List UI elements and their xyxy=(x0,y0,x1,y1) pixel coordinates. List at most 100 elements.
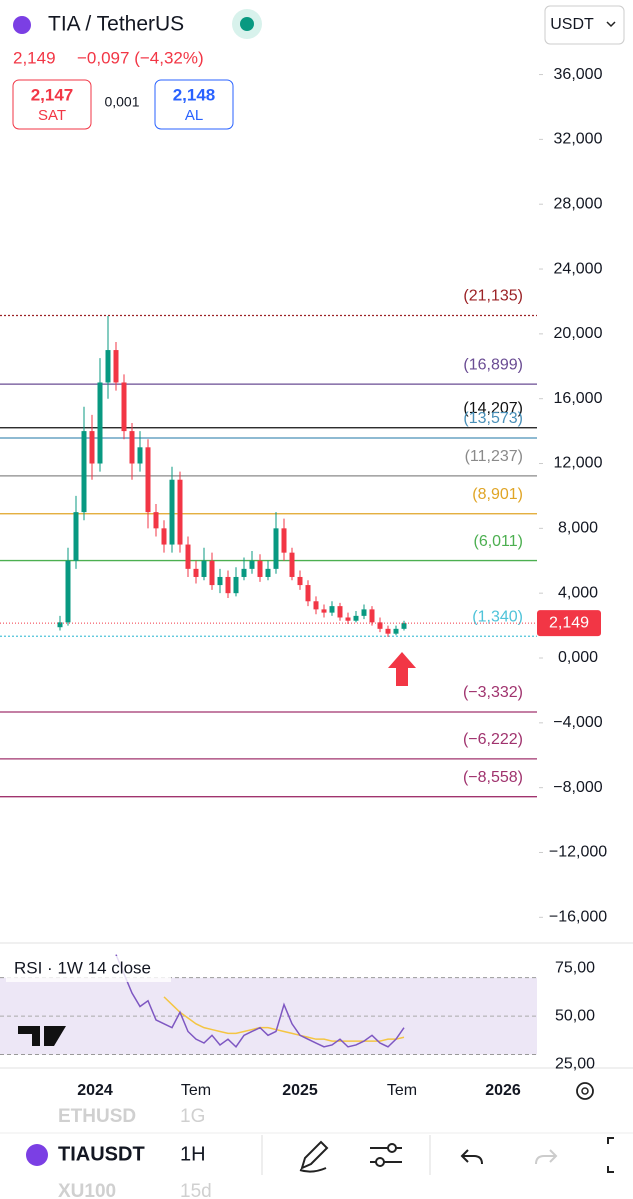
rsi-tick-label: 50,00 xyxy=(555,1007,595,1024)
candle-body xyxy=(121,382,127,432)
toolbar-symbol-icon xyxy=(26,1144,48,1166)
fib-label: (−6,222) xyxy=(463,731,523,748)
candle-body xyxy=(89,431,95,464)
candle-body xyxy=(217,576,223,586)
fib-label: (14,207) xyxy=(463,400,523,417)
y-tick-label: 12,000 xyxy=(554,455,603,472)
y-tick-label: 36,000 xyxy=(554,66,603,83)
y-tick-label: −12,000 xyxy=(549,844,607,861)
candle-body xyxy=(297,576,303,586)
fib-label: (21,135) xyxy=(463,288,523,305)
candle-body xyxy=(65,560,71,623)
candle-body xyxy=(249,560,255,569)
candle-body xyxy=(265,568,271,577)
y-tick-label: 20,000 xyxy=(554,325,603,342)
y-tick-label: 0,000 xyxy=(558,649,598,666)
tv-logo xyxy=(18,1026,66,1046)
toolbar-interval: 1H xyxy=(180,1143,206,1165)
candle-body xyxy=(369,609,375,623)
candle-body xyxy=(209,560,215,586)
next-interval: 15d xyxy=(180,1181,212,1199)
candle-body xyxy=(281,528,287,553)
rsi-title-bg xyxy=(6,956,171,982)
draw-tool[interactable] xyxy=(299,1140,329,1173)
fib-label: (16,899) xyxy=(463,356,523,373)
fullscreen[interactable] xyxy=(607,1137,614,1173)
sell-button[interactable] xyxy=(12,79,92,130)
candle-body xyxy=(321,609,327,613)
candle-body xyxy=(393,628,399,634)
symbol-title: TIA / TetherUS xyxy=(48,13,184,36)
candle-body xyxy=(113,350,119,383)
y-tick-label: 4,000 xyxy=(558,584,598,601)
y-tick-label: 8,000 xyxy=(558,520,598,537)
candle-body xyxy=(137,447,143,464)
y-tick-label: 16,000 xyxy=(554,390,603,407)
candle-body xyxy=(97,382,103,464)
currency: USDT xyxy=(550,16,594,33)
y-tick-label: 32,000 xyxy=(554,131,603,148)
fib-label: (13,573) xyxy=(463,410,523,427)
arrow-annotation xyxy=(388,652,416,686)
next-symbol: XU100 xyxy=(58,1181,116,1199)
symbol-icon xyxy=(13,16,31,34)
candle-body xyxy=(329,606,335,613)
candle-body xyxy=(169,479,175,545)
settings-icon[interactable] xyxy=(576,1082,594,1100)
candle-body xyxy=(385,628,391,634)
candle-body xyxy=(57,622,63,628)
undo[interactable] xyxy=(460,1149,483,1165)
y-tick-label: −8,000 xyxy=(553,779,602,796)
toolbar-symbol: TIAUSDT xyxy=(58,1143,145,1165)
sell-label: SAT xyxy=(38,107,66,124)
rsi-tick-label: 75,00 xyxy=(555,959,595,976)
last-price-badge xyxy=(537,610,601,637)
candle-body xyxy=(257,560,263,577)
candle-body xyxy=(193,568,199,577)
buy-price: 2,148 xyxy=(173,85,216,104)
candle-body xyxy=(377,622,383,629)
price-change: −0,097 (−4,32%) xyxy=(77,48,204,67)
y-tick-label: 28,000 xyxy=(554,195,603,212)
candle-body xyxy=(337,606,343,618)
fib-label: (1,340) xyxy=(472,609,523,626)
candle-body xyxy=(105,350,111,383)
time-label: Tem xyxy=(387,1082,417,1099)
candle-body xyxy=(153,512,159,529)
rsi-tick-label: 25,00 xyxy=(555,1055,595,1072)
last-price: 2,149 xyxy=(13,48,56,67)
last-price-label: 2,149 xyxy=(549,614,589,631)
buy-label: AL xyxy=(185,107,203,124)
rsi-title: RSI · 1W 14 close xyxy=(14,958,151,977)
prev-symbol: ETHUSD xyxy=(58,1106,136,1127)
spread: 0,001 xyxy=(104,94,139,110)
candle-body xyxy=(361,609,367,616)
candle-body xyxy=(177,479,183,545)
candle-body xyxy=(201,560,207,577)
sell-price: 2,147 xyxy=(31,85,74,104)
y-tick-label: −16,000 xyxy=(549,909,607,926)
candle-body xyxy=(305,585,311,602)
candle-body xyxy=(233,576,239,594)
fib-label: (8,901) xyxy=(472,486,523,503)
candle-body xyxy=(353,615,359,621)
candle-body xyxy=(129,431,135,464)
time-label: Tem xyxy=(181,1082,211,1099)
y-tick-label: −4,000 xyxy=(553,714,602,731)
candle-body xyxy=(345,617,351,621)
redo[interactable] xyxy=(535,1149,558,1165)
time-label: 2025 xyxy=(282,1082,318,1099)
currency-select[interactable] xyxy=(544,5,625,45)
time-label: 2024 xyxy=(77,1082,113,1099)
candle-body xyxy=(273,528,279,569)
settings-icon-center xyxy=(581,1087,589,1095)
buy-button[interactable] xyxy=(154,79,234,130)
slider-knob xyxy=(375,1157,385,1167)
fib-label: (11,237) xyxy=(465,448,523,465)
candle-body xyxy=(313,601,319,610)
y-tick-label: 24,000 xyxy=(554,260,603,277)
candle-body xyxy=(401,623,407,629)
chevron xyxy=(606,21,616,28)
rsi-line xyxy=(115,954,405,1049)
